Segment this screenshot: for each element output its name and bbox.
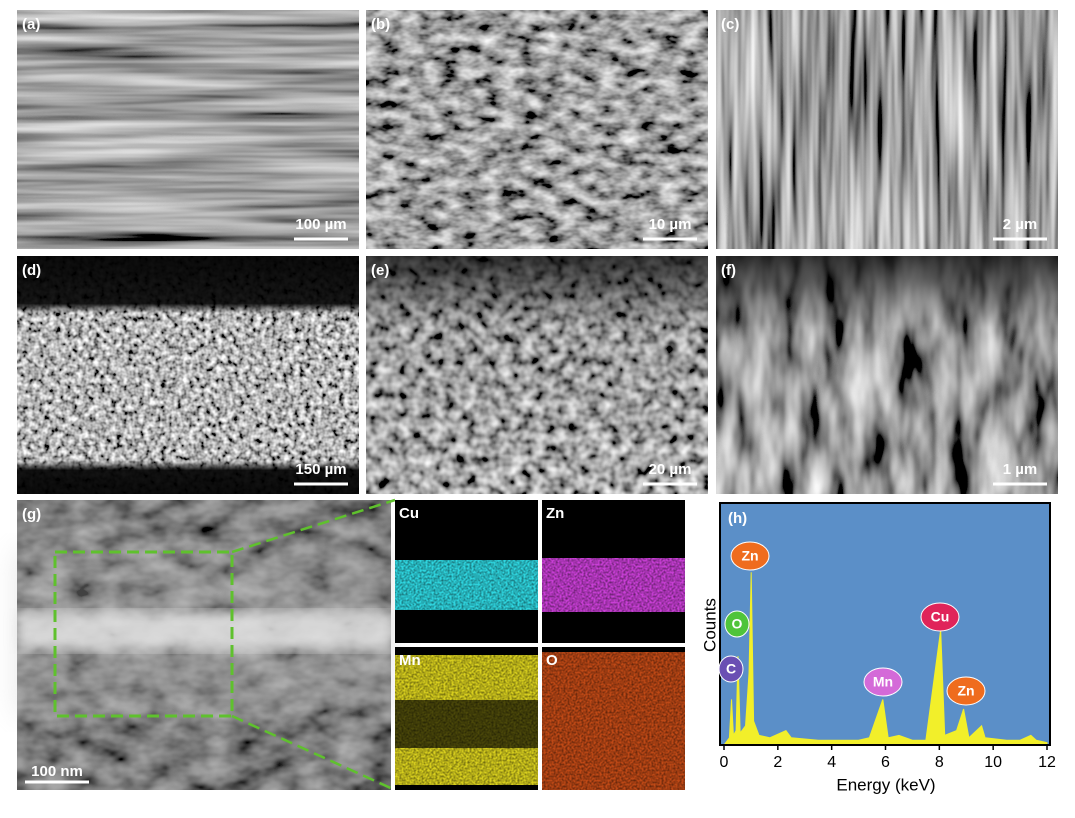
x-tick-label: 4 (827, 754, 836, 771)
scale-bar-label: 2 µm (1003, 216, 1038, 233)
element-label: Cu (399, 505, 419, 522)
shade (716, 256, 1058, 494)
panel-label: (e) (371, 262, 389, 279)
element-map: Cu (395, 500, 538, 643)
peak-badge (730, 541, 770, 571)
panel-label: (a) (22, 16, 40, 33)
peak-badge (724, 610, 750, 638)
speckle (395, 647, 538, 790)
x-tick-label: 8 (935, 754, 944, 771)
element-label: Mn (399, 652, 421, 669)
dark-edges (17, 256, 359, 494)
plot-area (719, 502, 1051, 746)
x-axis-label: Energy (keV) (836, 775, 935, 794)
peak-label: Zn (957, 683, 974, 699)
element-map: Mn (395, 647, 538, 790)
scale-bar-label: 100 µm (295, 216, 346, 233)
image-panel: (b) 10 µm (366, 10, 708, 249)
element-map: Zn (542, 500, 685, 643)
peak-label: Cu (931, 609, 950, 625)
image-panel: (g) 100 nm (17, 500, 391, 790)
x-tick-label: 6 (881, 754, 890, 771)
peak-badge (718, 655, 744, 683)
scale-bar-label: 20 µm (649, 461, 692, 478)
panel-label: (b) (371, 16, 390, 33)
speckle (542, 500, 685, 643)
element-label: Zn (546, 505, 564, 522)
panel-label: (h) (728, 510, 747, 527)
peak-badge (946, 676, 986, 706)
scale-bar-label: 100 nm (31, 763, 83, 780)
speckle (542, 647, 685, 790)
image-panel: (e) 20 µm (366, 256, 708, 494)
guide-line (231, 714, 396, 792)
peak-badge (920, 602, 960, 632)
image-panel: (d) 150 µm (17, 256, 359, 494)
element-label: O (546, 652, 558, 669)
y-axis-label: Counts (700, 598, 719, 652)
wire-core (17, 612, 391, 650)
panel-label: (d) (22, 262, 41, 279)
x-tick-label: 0 (720, 754, 729, 771)
image-panel: (a) 100 µm (17, 10, 359, 249)
micrograph (366, 10, 708, 249)
micrograph (17, 10, 359, 249)
peak-label: O (732, 616, 743, 632)
peak-badge (863, 667, 903, 697)
speckle (395, 500, 538, 643)
peak-label: Mn (873, 674, 893, 690)
guide-line (231, 498, 396, 554)
scale-bar-label: 10 µm (649, 216, 692, 233)
scale-bar-label: 1 µm (1003, 461, 1038, 478)
image-panel: (f) 1 µm (716, 256, 1058, 494)
peak-label: C (726, 661, 736, 677)
panel-label: (g) (22, 506, 41, 523)
shade (366, 256, 708, 494)
peak-label: Zn (741, 548, 758, 564)
image-panel: (c) 2 µm (716, 10, 1058, 249)
panel-label: (c) (721, 16, 739, 33)
panel-label: (f) (721, 262, 736, 279)
x-tick-label: 2 (773, 754, 782, 771)
x-tick-label: 12 (1038, 754, 1056, 771)
micrograph (716, 10, 1058, 249)
x-tick-label: 10 (984, 754, 1002, 771)
spectrum (723, 572, 1048, 746)
scale-bar-label: 150 µm (295, 461, 346, 478)
zoom-box (53, 550, 234, 718)
element-map: O (542, 647, 685, 790)
